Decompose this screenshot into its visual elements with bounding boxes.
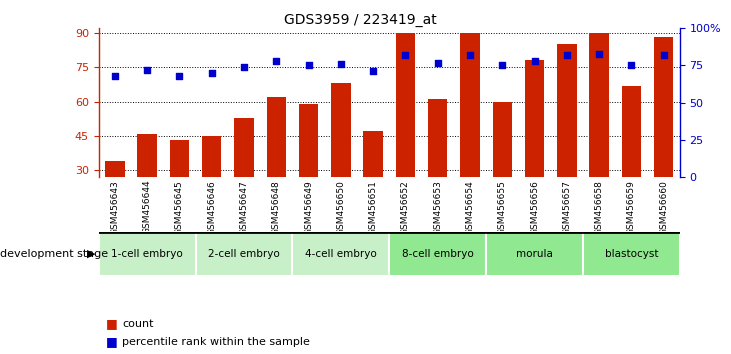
Point	[594, 51, 605, 56]
Bar	[583, 232, 680, 276]
Bar	[299, 104, 318, 239]
Point	[496, 63, 508, 68]
Bar	[493, 102, 512, 239]
Point	[206, 70, 218, 76]
Bar	[621, 86, 641, 239]
Text: development stage: development stage	[0, 249, 108, 259]
Bar	[486, 232, 583, 276]
Bar	[428, 99, 447, 239]
Bar	[137, 133, 156, 239]
Text: blastocyst: blastocyst	[605, 249, 658, 259]
Point	[400, 52, 412, 58]
Bar	[557, 44, 577, 239]
Point	[141, 67, 153, 73]
Text: GDS3959 / 223419_at: GDS3959 / 223419_at	[284, 12, 436, 27]
Point	[658, 52, 670, 58]
Bar	[461, 33, 480, 239]
Point	[238, 64, 250, 70]
Text: 1-cell embryo: 1-cell embryo	[111, 249, 183, 259]
Bar	[105, 161, 124, 239]
Bar	[99, 232, 195, 276]
Bar	[170, 141, 189, 239]
Bar	[202, 136, 221, 239]
Point	[464, 52, 476, 58]
Text: ■: ■	[106, 318, 118, 330]
Point	[561, 52, 572, 58]
Bar	[525, 60, 544, 239]
Point	[335, 61, 346, 67]
Bar	[292, 232, 389, 276]
Bar	[389, 232, 486, 276]
Text: 4-cell embryo: 4-cell embryo	[305, 249, 376, 259]
Bar	[331, 83, 350, 239]
Text: 2-cell embryo: 2-cell embryo	[208, 249, 280, 259]
Text: morula: morula	[516, 249, 553, 259]
Bar	[395, 33, 415, 239]
Point	[109, 73, 121, 79]
Point	[432, 60, 444, 65]
Point	[529, 58, 540, 64]
Bar	[589, 33, 609, 239]
Point	[270, 58, 282, 64]
Bar	[654, 38, 673, 239]
Text: 8-cell embryo: 8-cell embryo	[402, 249, 474, 259]
Point	[626, 63, 637, 68]
Point	[173, 73, 185, 79]
Text: percentile rank within the sample: percentile rank within the sample	[122, 337, 310, 347]
Text: ▶: ▶	[86, 249, 95, 259]
Text: ■: ■	[106, 335, 118, 348]
Point	[303, 63, 314, 68]
Bar	[363, 131, 383, 239]
Bar	[234, 118, 254, 239]
Bar	[195, 232, 292, 276]
Text: count: count	[122, 319, 154, 329]
Point	[367, 69, 379, 74]
Bar	[267, 97, 286, 239]
